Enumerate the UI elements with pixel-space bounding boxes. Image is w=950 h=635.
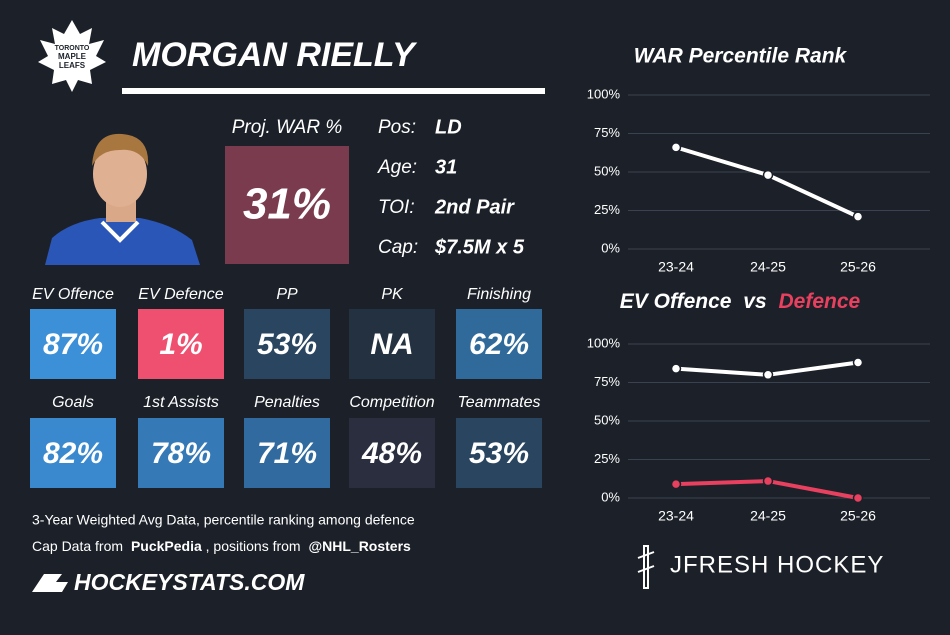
y-tick-label: 75% <box>594 374 620 389</box>
tile <box>138 309 224 379</box>
proj-war-value: 31% <box>243 180 331 229</box>
x-tick-label: 23-24 <box>658 508 694 524</box>
info-label: Age: <box>377 157 417 178</box>
tile-label: PP <box>276 286 298 303</box>
team-logo: TORONTO MAPLE LEAFS <box>38 20 106 92</box>
name-underline <box>122 88 545 94</box>
tile <box>456 309 542 379</box>
info-value: 2nd Pair <box>434 196 515 218</box>
tile-value: 82% <box>43 437 103 470</box>
tile <box>30 309 116 379</box>
tile-value: 53% <box>257 328 317 361</box>
tile-label: Competition <box>349 394 434 411</box>
info-label: Cap: <box>378 237 418 258</box>
tile-value: 1% <box>159 328 202 361</box>
credit: JFRESH HOCKEY <box>637 545 884 589</box>
tile <box>456 418 542 488</box>
tile-label: EV Defence <box>138 286 223 303</box>
footer-text: , positions from <box>206 538 301 554</box>
tile <box>349 418 435 488</box>
charts: 0% 25% 50% 75% 100% 23-24 24-25 25-26 0% 25% 50% 75… <box>587 86 930 524</box>
tile-value: 62% <box>469 328 529 361</box>
tile-label: EV Offence <box>32 286 114 303</box>
proj-war-label: Proj. WAR % <box>232 117 343 138</box>
tile-label: Goals <box>52 394 94 411</box>
info-value: $7.5M x 5 <box>434 236 525 258</box>
tile-value: NA <box>370 328 413 361</box>
tile-label: Finishing <box>467 286 531 303</box>
x-tick-label: 23-24 <box>658 259 694 275</box>
y-tick-label: 75% <box>594 125 620 140</box>
tile-value: 78% <box>151 437 211 470</box>
title-series: EV Offence <box>620 290 732 313</box>
y-tick-label: 25% <box>594 202 620 217</box>
x-tick-label: 25-26 <box>840 259 876 275</box>
tile-value: 48% <box>361 437 422 470</box>
chart-title: EV Offence vs Defence <box>620 290 861 313</box>
logo-text: MAPLE <box>58 52 87 61</box>
player-info: Pos: LD Age: 31 TOI: 2nd Pair Cap: $7.5M x 5 <box>377 116 525 258</box>
x-tick-label: 24-25 <box>750 508 786 524</box>
x-tick-label: 24-25 <box>750 259 786 275</box>
footer-link: @NHL_Rosters <box>308 538 411 554</box>
tile <box>30 418 116 488</box>
tile <box>349 309 435 379</box>
brand-text: HOCKEYSTATS.COM <box>74 569 305 595</box>
point <box>852 211 864 222</box>
y-tick-label: 100% <box>587 86 621 101</box>
footer-link: PuckPedia <box>131 538 202 554</box>
point <box>762 369 774 381</box>
point <box>670 363 682 374</box>
tile-value: 87% <box>43 328 103 361</box>
point <box>670 142 682 153</box>
player-name: MORGAN RIELLY <box>132 36 418 74</box>
tile <box>138 418 224 488</box>
point <box>762 169 774 181</box>
tile-label: PK <box>381 286 404 303</box>
tile <box>244 309 330 379</box>
info-label: Pos: <box>378 117 416 138</box>
point <box>852 357 864 368</box>
info-value: 31 <box>435 156 457 178</box>
logo-text: LEAFS <box>59 61 86 70</box>
y-tick-label: 50% <box>594 412 620 427</box>
tile <box>244 418 330 488</box>
point <box>852 492 864 504</box>
title-link: vs <box>743 290 766 313</box>
tile-label: 1st Assists <box>143 394 219 411</box>
proj-war-box <box>225 146 349 264</box>
point <box>670 478 682 490</box>
tile-value: 71% <box>257 437 317 470</box>
footer-note: 3-Year Weighted Avg Data, percentile ran… <box>32 512 415 528</box>
tile-value: 53% <box>469 437 529 470</box>
player-photo <box>45 133 200 265</box>
brand: HOCKEYSTATS.COM <box>32 569 305 595</box>
title-series: Defence <box>779 290 861 313</box>
credit-text: JFRESH HOCKEY <box>670 551 884 578</box>
info-label: TOI: <box>378 197 415 218</box>
y-tick-label: 0% <box>601 240 620 255</box>
tile-label: Teammates <box>458 394 541 411</box>
footer-sources: Cap Data from PuckPedia , positions from… <box>32 538 411 554</box>
stat-tiles: EV Offence 87% EV Defence 1% PP 53% PK NA Finish… <box>30 286 542 488</box>
y-tick-label: 50% <box>594 163 620 178</box>
y-tick-label: 0% <box>601 489 620 504</box>
x-tick-label: 25-26 <box>840 508 876 524</box>
y-tick-label: 100% <box>587 335 621 350</box>
footer-text: Cap Data from <box>32 538 123 554</box>
info-value: LD <box>435 116 462 138</box>
chart-title: WAR Percentile Rank <box>634 45 848 68</box>
logo-text: TORONTO <box>55 45 90 52</box>
y-tick-label: 25% <box>594 451 620 466</box>
point <box>762 475 774 487</box>
tile-label: Penalties <box>254 394 320 411</box>
